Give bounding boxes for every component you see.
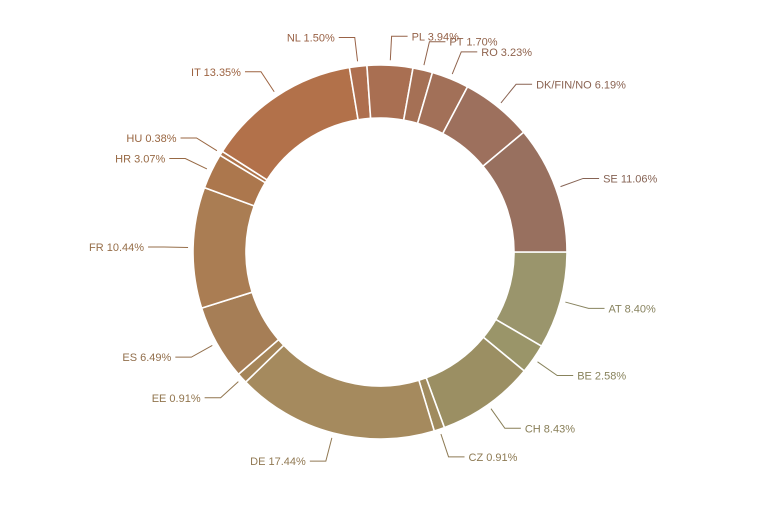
- leader-ch: [490, 408, 521, 429]
- label-at: AT 8.40%: [609, 303, 657, 315]
- leader-ro: [451, 51, 478, 75]
- slice-de: [244, 344, 436, 440]
- leader-cz: [440, 433, 465, 458]
- leader-line-group: [148, 35, 605, 462]
- label-de: DE 17.44%: [250, 456, 306, 468]
- leader-de: [309, 437, 333, 462]
- slice-se: [481, 131, 568, 253]
- slice-group: [192, 64, 568, 440]
- label-cz: CZ 0.91%: [469, 452, 518, 464]
- leader-at: [565, 301, 605, 309]
- leader-hu: [180, 137, 218, 152]
- label-hu: HU 0.38%: [126, 133, 176, 145]
- label-pl: PL 3.94%: [412, 31, 460, 43]
- label-nl: NL 1.50%: [287, 32, 335, 44]
- label-se: SE 11.06%: [603, 173, 657, 185]
- label-hr: HR 3.07%: [115, 154, 165, 166]
- leader-it: [244, 71, 275, 93]
- label-fr: FR 10.44%: [89, 242, 144, 254]
- slice-it: [221, 66, 360, 182]
- leader-pl: [389, 35, 408, 61]
- leader-ee: [204, 381, 239, 399]
- label-ch: CH 8.43%: [525, 423, 575, 435]
- leader-dk-fin-no: [500, 83, 533, 104]
- leader-hr: [169, 158, 208, 170]
- label-dk-fin-no: DK/FIN/NO 6.19%: [536, 79, 626, 91]
- leader-pt: [423, 41, 446, 66]
- label-group: AT 8.40% BE 2.58% CH 8.43% CZ 0.91% DE 17.44…: [89, 31, 658, 468]
- label-es: ES 6.49%: [122, 352, 171, 364]
- leader-nl: [338, 36, 359, 62]
- leader-be: [537, 361, 574, 377]
- label-be: BE 2.58%: [577, 371, 626, 383]
- slice-fr: [192, 186, 256, 310]
- label-ro: RO 3.23%: [481, 47, 532, 59]
- leader-fr: [148, 246, 189, 249]
- leader-se: [560, 177, 600, 188]
- label-it: IT 13.35%: [191, 67, 241, 79]
- label-ee: EE 0.91%: [152, 393, 201, 405]
- leader-es: [175, 345, 213, 358]
- label-pt: PT 1.70%: [449, 37, 497, 49]
